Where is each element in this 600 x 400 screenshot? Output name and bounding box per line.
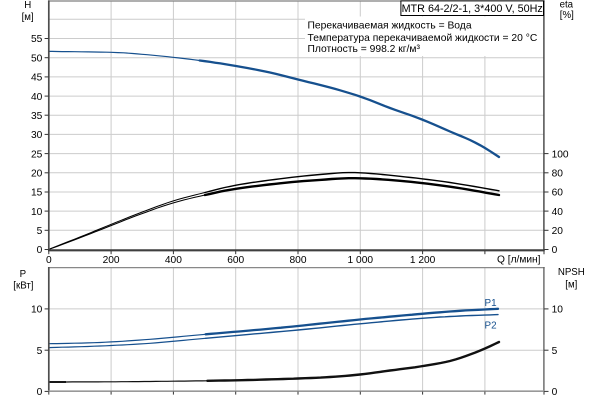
svg-text:5: 5 bbox=[37, 226, 43, 237]
svg-text:5: 5 bbox=[37, 346, 43, 357]
svg-text:5: 5 bbox=[552, 346, 558, 357]
svg-text:50: 50 bbox=[31, 53, 43, 64]
svg-text:0: 0 bbox=[552, 245, 558, 256]
svg-text:Плотность = 998.2 кг/м³: Плотность = 998.2 кг/м³ bbox=[308, 44, 421, 55]
svg-text:MTR 64-2/2-1, 3*400 V, 50Hz: MTR 64-2/2-1, 3*400 V, 50Hz bbox=[402, 3, 543, 15]
svg-text:P2: P2 bbox=[485, 320, 497, 331]
svg-text:400: 400 bbox=[165, 255, 182, 266]
svg-text:1 200: 1 200 bbox=[410, 255, 436, 266]
svg-text:1 000: 1 000 bbox=[348, 255, 374, 266]
svg-text:NPSH: NPSH bbox=[558, 267, 585, 278]
svg-text:55: 55 bbox=[31, 34, 43, 45]
svg-text:25: 25 bbox=[31, 149, 43, 160]
svg-text:35: 35 bbox=[31, 111, 43, 122]
svg-text:H: H bbox=[24, 0, 31, 11]
svg-text:100: 100 bbox=[552, 149, 569, 160]
svg-text:600: 600 bbox=[227, 255, 244, 266]
svg-text:Q [л/мин]: Q [л/мин] bbox=[497, 254, 541, 265]
svg-text:Температура перекачиваемой жид: Температура перекачиваемой жидкости = 20… bbox=[308, 33, 538, 44]
svg-text:[%]: [%] bbox=[560, 10, 574, 21]
svg-text:10: 10 bbox=[31, 207, 43, 218]
svg-text:40: 40 bbox=[31, 92, 43, 103]
svg-text:0: 0 bbox=[37, 387, 43, 398]
svg-text:P1: P1 bbox=[485, 298, 498, 309]
svg-text:20: 20 bbox=[31, 169, 43, 180]
svg-text:15: 15 bbox=[31, 188, 43, 199]
svg-text:40: 40 bbox=[552, 207, 564, 218]
svg-text:0: 0 bbox=[552, 387, 558, 398]
svg-text:45: 45 bbox=[31, 73, 43, 84]
svg-text:80: 80 bbox=[552, 169, 564, 180]
svg-text:0: 0 bbox=[37, 245, 43, 256]
svg-text:20: 20 bbox=[552, 226, 564, 237]
svg-text:0: 0 bbox=[46, 255, 52, 266]
svg-text:[м]: [м] bbox=[565, 280, 577, 291]
svg-text:10: 10 bbox=[31, 305, 43, 316]
svg-text:Перекачиваемая жидкость = Вода: Перекачиваемая жидкость = Вода bbox=[308, 21, 472, 32]
svg-text:[м]: [м] bbox=[22, 12, 34, 23]
svg-text:200: 200 bbox=[103, 255, 120, 266]
svg-text:60: 60 bbox=[552, 188, 564, 199]
svg-text:10: 10 bbox=[552, 305, 564, 316]
svg-text:P: P bbox=[20, 269, 26, 280]
svg-text:eta: eta bbox=[560, 0, 574, 11]
svg-text:800: 800 bbox=[290, 255, 307, 266]
svg-text:[кВт]: [кВт] bbox=[13, 281, 33, 292]
svg-text:30: 30 bbox=[31, 130, 43, 141]
